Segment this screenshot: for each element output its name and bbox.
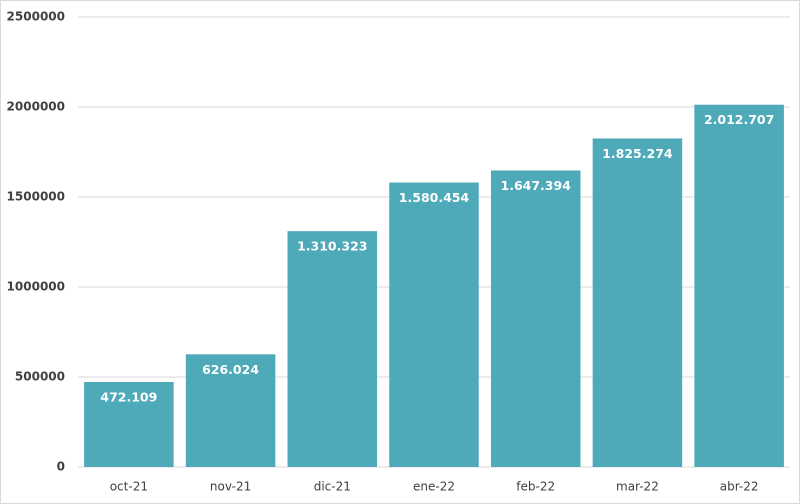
- y-tick-label: 2500000: [7, 10, 65, 24]
- y-tick-label: 1000000: [7, 280, 65, 294]
- value-label: 1.310.323: [297, 239, 367, 254]
- bar: [490, 170, 581, 467]
- value-label: 472.109: [100, 390, 157, 405]
- bar: [694, 104, 784, 467]
- x-tick-label: ene-22: [413, 480, 455, 494]
- value-label: 2.012.707: [704, 112, 774, 127]
- x-tick-label: feb-22: [516, 480, 555, 494]
- bar: [287, 231, 378, 467]
- y-tick-label: 500000: [15, 370, 65, 384]
- x-tick-label: nov-21: [210, 480, 251, 494]
- value-label: 1.647.394: [501, 178, 572, 193]
- bar: [185, 354, 276, 467]
- bar: [592, 138, 683, 467]
- x-tick-label: dic-21: [314, 480, 351, 494]
- y-tick-label: 0: [57, 460, 65, 474]
- x-tick-label: mar-22: [616, 480, 659, 494]
- y-tick-label: 1500000: [7, 190, 65, 204]
- value-label: 1.580.454: [399, 190, 470, 205]
- value-label: 626.024: [202, 362, 259, 377]
- bar: [389, 182, 479, 467]
- x-tick-label: abr-22: [720, 480, 759, 494]
- y-tick-label: 2000000: [7, 100, 65, 114]
- value-label: 1.825.274: [602, 146, 673, 161]
- x-tick-label: oct-21: [110, 480, 148, 494]
- bar: [84, 382, 174, 467]
